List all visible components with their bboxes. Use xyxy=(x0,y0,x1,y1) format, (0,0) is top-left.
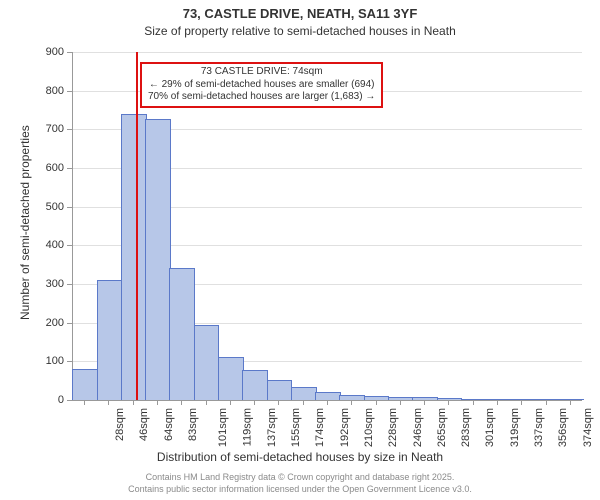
histogram-bar xyxy=(267,380,293,400)
x-tick-label: 46sqm xyxy=(138,408,150,441)
x-tick-mark xyxy=(448,400,449,405)
x-tick-mark xyxy=(278,400,279,405)
footer-line1: Contains HM Land Registry data © Crown c… xyxy=(0,472,600,484)
x-tick-label: 374sqm xyxy=(582,408,594,447)
x-tick-mark xyxy=(133,400,134,405)
x-tick-mark xyxy=(497,400,498,405)
x-tick-label: 192sqm xyxy=(339,408,351,447)
x-tick-mark xyxy=(303,400,304,405)
x-tick-mark xyxy=(206,400,207,405)
y-tick-label: 100 xyxy=(4,355,64,367)
histogram-bar xyxy=(242,370,268,400)
y-tick-label: 0 xyxy=(4,394,64,406)
histogram-bar xyxy=(194,325,220,400)
x-tick-mark xyxy=(351,400,352,405)
x-tick-mark xyxy=(400,400,401,405)
annotation-line3: 70% of semi-detached houses are larger (… xyxy=(148,91,375,104)
annotation-line2: ← 29% of semi-detached houses are smalle… xyxy=(148,79,375,92)
grid-line xyxy=(72,52,582,53)
x-tick-label: 319sqm xyxy=(509,408,521,447)
x-tick-mark xyxy=(376,400,377,405)
x-tick-label: 64sqm xyxy=(163,408,175,441)
histogram-bar xyxy=(145,119,171,400)
y-ticks: 0100200300400500600700800900 xyxy=(0,52,68,400)
y-tick-label: 800 xyxy=(4,85,64,97)
x-tick-label: 119sqm xyxy=(241,408,253,446)
x-tick-label: 101sqm xyxy=(217,408,229,447)
x-tick-label: 155sqm xyxy=(290,408,302,447)
histogram-bar xyxy=(315,392,341,400)
page-title: 73, CASTLE DRIVE, NEATH, SA11 3YF xyxy=(0,6,600,21)
y-tick-label: 500 xyxy=(4,201,64,213)
x-tick-mark xyxy=(546,400,547,405)
x-tick-label: 28sqm xyxy=(114,408,126,441)
y-tick-label: 200 xyxy=(4,317,64,329)
x-tick-mark xyxy=(84,400,85,405)
y-tick-label: 700 xyxy=(4,123,64,135)
histogram-bar xyxy=(218,357,244,400)
x-tick-label: 265sqm xyxy=(436,408,448,447)
x-tick-mark xyxy=(424,400,425,405)
x-tick-mark xyxy=(230,400,231,405)
histogram-bar xyxy=(558,399,584,400)
histogram-bar xyxy=(97,280,123,400)
annotation-box: 73 CASTLE DRIVE: 74sqm ← 29% of semi-det… xyxy=(140,62,383,108)
x-tick-label: 283sqm xyxy=(460,408,472,447)
y-axis-line xyxy=(72,52,73,400)
x-tick-mark xyxy=(181,400,182,405)
histogram-bar xyxy=(291,387,317,400)
x-tick-label: 301sqm xyxy=(485,408,497,447)
x-tick-mark xyxy=(157,400,158,405)
histogram-bar xyxy=(169,268,195,400)
x-tick-mark xyxy=(108,400,109,405)
x-tick-label: 337sqm xyxy=(533,408,545,447)
histogram-bar xyxy=(461,399,487,400)
histogram-bar xyxy=(388,397,414,400)
x-tick-label: 246sqm xyxy=(412,408,424,447)
x-tick-label: 228sqm xyxy=(387,408,399,447)
x-axis-label: Distribution of semi-detached houses by … xyxy=(0,450,600,464)
histogram-bar xyxy=(72,369,98,400)
y-tick-label: 400 xyxy=(4,239,64,251)
footer-credits: Contains HM Land Registry data © Crown c… xyxy=(0,472,600,495)
reference-line xyxy=(136,52,138,400)
y-tick-label: 600 xyxy=(4,162,64,174)
y-tick-label: 900 xyxy=(4,46,64,58)
x-tick-label: 137sqm xyxy=(266,408,278,447)
annotation-line1: 73 CASTLE DRIVE: 74sqm xyxy=(148,66,375,79)
x-tick-mark xyxy=(570,400,571,405)
histogram-bar xyxy=(121,114,147,400)
page-subtitle: Size of property relative to semi-detach… xyxy=(0,24,600,38)
footer-line2: Contains public sector information licen… xyxy=(0,484,600,496)
x-tick-label: 356sqm xyxy=(557,408,569,447)
y-tick-label: 300 xyxy=(4,278,64,290)
x-tick-mark xyxy=(473,400,474,405)
x-tick-label: 174sqm xyxy=(315,408,327,447)
x-tick-mark xyxy=(254,400,255,405)
x-tick-mark xyxy=(521,400,522,405)
x-tick-label: 210sqm xyxy=(363,408,375,447)
x-tick-label: 83sqm xyxy=(187,408,199,441)
x-tick-mark xyxy=(327,400,328,405)
